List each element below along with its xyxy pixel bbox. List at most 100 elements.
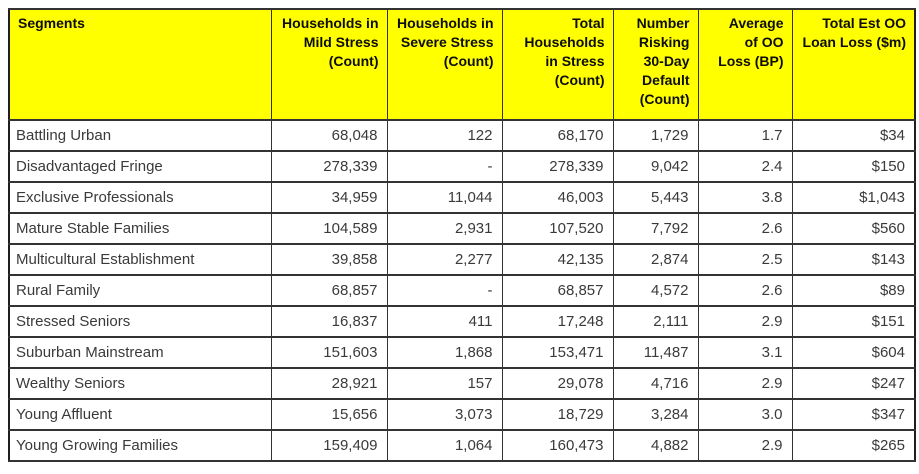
value-cell: 3,284 bbox=[612, 398, 699, 431]
value-cell: 5,443 bbox=[612, 181, 699, 214]
value-cell: 159,409 bbox=[270, 429, 388, 462]
value-cell: $151 bbox=[791, 305, 916, 338]
header-severe-stress: Households in Severe Stress (Count) bbox=[386, 8, 503, 121]
value-cell: $143 bbox=[791, 243, 916, 276]
value-cell: 46,003 bbox=[501, 181, 614, 214]
table-row: Suburban Mainstream 151,603 1,868 153,471 11… bbox=[8, 336, 916, 369]
value-cell: 4,716 bbox=[612, 367, 699, 400]
value-cell: $89 bbox=[791, 274, 916, 307]
table-row: Young Affluent 15,656 3,073 18,729 3,284 3.0 $… bbox=[8, 398, 916, 431]
value-cell: 29,078 bbox=[501, 367, 614, 400]
value-cell: 7,792 bbox=[612, 212, 699, 245]
segment-cell: Suburban Mainstream bbox=[8, 336, 272, 369]
value-cell: 122 bbox=[386, 119, 503, 152]
value-cell: 4,882 bbox=[612, 429, 699, 462]
segment-cell: Stressed Seniors bbox=[8, 305, 272, 338]
value-cell: - bbox=[386, 274, 503, 307]
table-row: Stressed Seniors 16,837 411 17,248 2,111 2.9 $… bbox=[8, 305, 916, 338]
value-cell: 9,042 bbox=[612, 150, 699, 183]
value-cell: $247 bbox=[791, 367, 916, 400]
value-cell: 1,064 bbox=[386, 429, 503, 462]
header-risking-default: Number Risking 30-Day Default (Count) bbox=[612, 8, 699, 121]
value-cell: 3.8 bbox=[697, 181, 793, 214]
segment-cell: Young Growing Families bbox=[8, 429, 272, 462]
value-cell: 278,339 bbox=[270, 150, 388, 183]
value-cell: $347 bbox=[791, 398, 916, 431]
value-cell: 1,868 bbox=[386, 336, 503, 369]
value-cell: 34,959 bbox=[270, 181, 388, 214]
value-cell: 2.9 bbox=[697, 429, 793, 462]
value-cell: 278,339 bbox=[501, 150, 614, 183]
header-total-loan-loss: Total Est OO Loan Loss ($m) bbox=[791, 8, 916, 121]
segment-cell: Young Affluent bbox=[8, 398, 272, 431]
value-cell: 28,921 bbox=[270, 367, 388, 400]
table-header-row: Segments Households in Mild Stress (Coun… bbox=[8, 8, 916, 121]
table-row: Rural Family 68,857-68,857 4,572 2.6 $89 bbox=[8, 274, 916, 307]
value-cell: 107,520 bbox=[501, 212, 614, 245]
value-cell: 11,487 bbox=[612, 336, 699, 369]
table-body: Battling Urban 68,048 122 68,170 1,729 1.7 $34… bbox=[8, 119, 916, 462]
table-row: Disadvantaged Fringe 278,339-278,339 9,042… bbox=[8, 150, 916, 183]
value-cell: 2.9 bbox=[697, 305, 793, 338]
value-cell: 411 bbox=[386, 305, 503, 338]
value-cell: 15,656 bbox=[270, 398, 388, 431]
segment-cell: Battling Urban bbox=[8, 119, 272, 152]
value-cell: $265 bbox=[791, 429, 916, 462]
value-cell: 11,044 bbox=[386, 181, 503, 214]
value-cell: 68,170 bbox=[501, 119, 614, 152]
value-cell: 157 bbox=[386, 367, 503, 400]
table-row: Multicultural Establishment 39,858 2,277 42… bbox=[8, 243, 916, 276]
table-row: Mature Stable Families 104,589 2,931 107,52… bbox=[8, 212, 916, 245]
value-cell: $604 bbox=[791, 336, 916, 369]
value-cell: - bbox=[386, 150, 503, 183]
table-header: Segments Households in Mild Stress (Coun… bbox=[8, 8, 916, 121]
value-cell: 2.6 bbox=[697, 212, 793, 245]
value-cell: 4,572 bbox=[612, 274, 699, 307]
header-segments: Segments bbox=[8, 8, 272, 121]
segment-stress-table: Segments Households in Mild Stress (Coun… bbox=[8, 8, 916, 462]
segment-cell: Rural Family bbox=[8, 274, 272, 307]
value-cell: 68,048 bbox=[270, 119, 388, 152]
value-cell: 2,874 bbox=[612, 243, 699, 276]
value-cell: $150 bbox=[791, 150, 916, 183]
value-cell: 2,931 bbox=[386, 212, 503, 245]
table-row: Battling Urban 68,048 122 68,170 1,729 1.7 $34 bbox=[8, 119, 916, 152]
value-cell: 42,135 bbox=[501, 243, 614, 276]
value-cell: 2,111 bbox=[612, 305, 699, 338]
value-cell: 3.0 bbox=[697, 398, 793, 431]
value-cell: 18,729 bbox=[501, 398, 614, 431]
value-cell: 68,857 bbox=[501, 274, 614, 307]
value-cell: 17,248 bbox=[501, 305, 614, 338]
value-cell: 104,589 bbox=[270, 212, 388, 245]
table-row: Exclusive Professionals 34,959 11,044 46,00… bbox=[8, 181, 916, 214]
value-cell: 16,837 bbox=[270, 305, 388, 338]
segment-cell: Multicultural Establishment bbox=[8, 243, 272, 276]
value-cell: 3,073 bbox=[386, 398, 503, 431]
value-cell: 2,277 bbox=[386, 243, 503, 276]
header-total-stress: Total Households in Stress (Count) bbox=[501, 8, 614, 121]
segment-cell: Disadvantaged Fringe bbox=[8, 150, 272, 183]
value-cell: 1.7 bbox=[697, 119, 793, 152]
segment-cell: Mature Stable Families bbox=[8, 212, 272, 245]
value-cell: 153,471 bbox=[501, 336, 614, 369]
value-cell: $560 bbox=[791, 212, 916, 245]
value-cell: 3.1 bbox=[697, 336, 793, 369]
value-cell: 2.5 bbox=[697, 243, 793, 276]
value-cell: 39,858 bbox=[270, 243, 388, 276]
segment-cell: Wealthy Seniors bbox=[8, 367, 272, 400]
header-average-oo-loss: Average of OO Loss (BP) bbox=[697, 8, 793, 121]
value-cell: 68,857 bbox=[270, 274, 388, 307]
value-cell: 1,729 bbox=[612, 119, 699, 152]
value-cell: 151,603 bbox=[270, 336, 388, 369]
value-cell: $34 bbox=[791, 119, 916, 152]
table-row: Wealthy Seniors 28,921 157 29,078 4,716 2.9 $2… bbox=[8, 367, 916, 400]
segment-cell: Exclusive Professionals bbox=[8, 181, 272, 214]
value-cell: 160,473 bbox=[501, 429, 614, 462]
value-cell: 2.4 bbox=[697, 150, 793, 183]
value-cell: 2.6 bbox=[697, 274, 793, 307]
value-cell: $1,043 bbox=[791, 181, 916, 214]
table-row: Young Growing Families 159,409 1,064 160,47… bbox=[8, 429, 916, 462]
header-mild-stress: Households in Mild Stress (Count) bbox=[270, 8, 388, 121]
value-cell: 2.9 bbox=[697, 367, 793, 400]
